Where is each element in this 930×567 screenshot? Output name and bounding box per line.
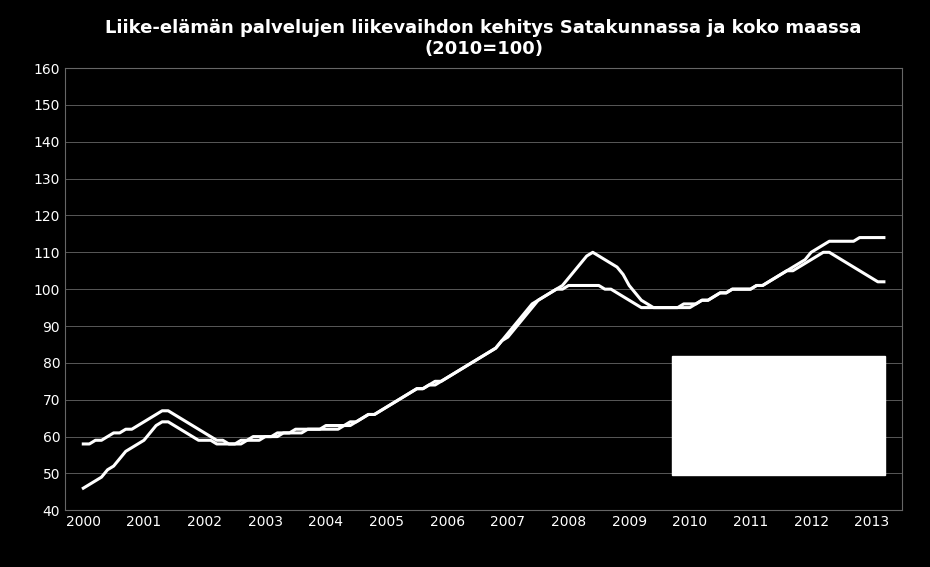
Title: Liike-elämän palvelujen liikevaihdon kehitys Satakunnassa ja koko maassa
(2010=1: Liike-elämän palvelujen liikevaihdon keh…: [105, 19, 862, 58]
FancyBboxPatch shape: [671, 356, 885, 475]
